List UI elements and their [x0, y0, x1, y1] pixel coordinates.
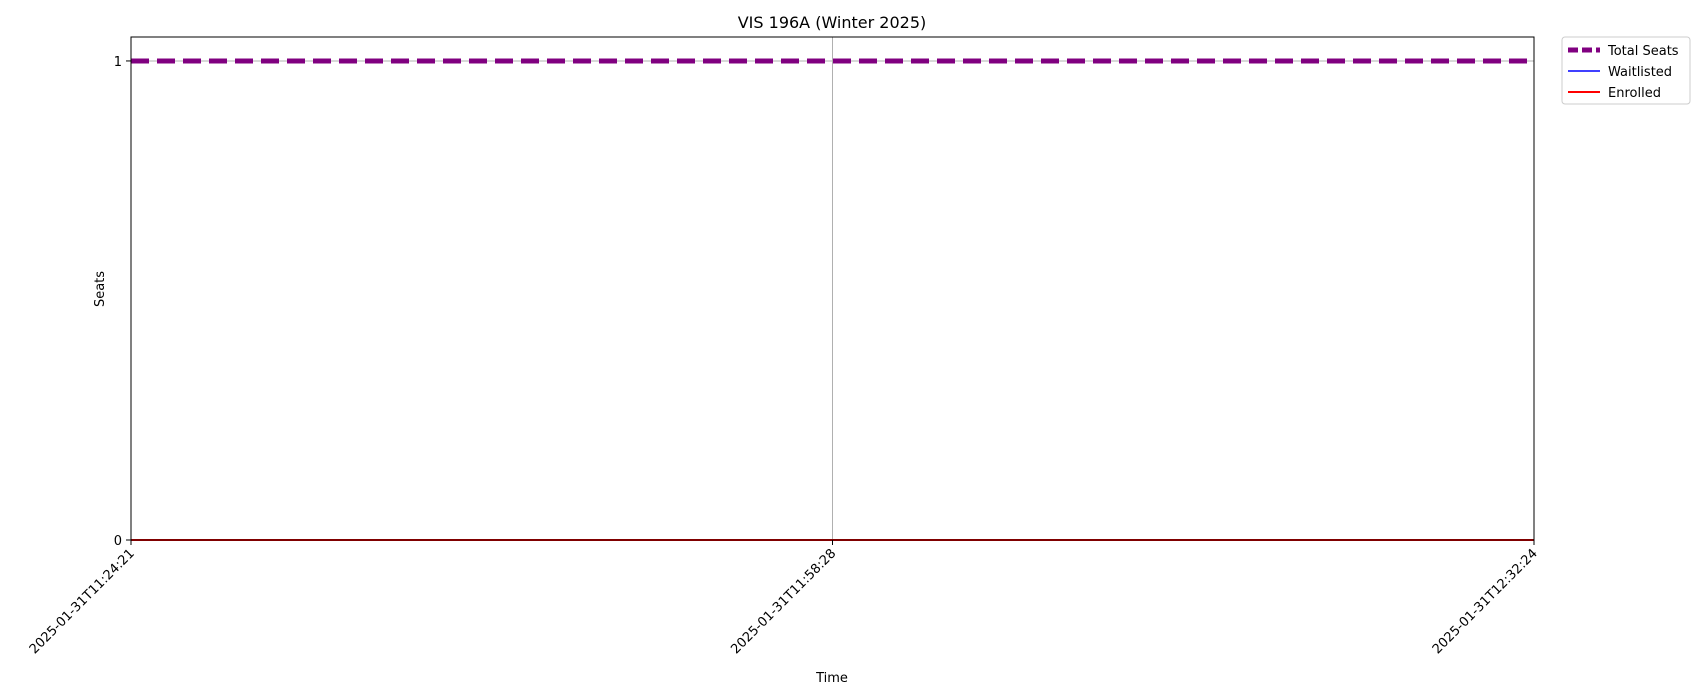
- x-axis-ticks: 2025-01-31T11:24:21 2025-01-31T11:58:28 20…: [27, 540, 1541, 657]
- y-tick-label: 0: [114, 534, 122, 549]
- y-axis-label: Seats: [93, 271, 108, 307]
- x-axis-label: Time: [815, 671, 848, 686]
- legend-label: Total Seats: [1607, 44, 1679, 59]
- legend: Total Seats Waitlisted Enrolled: [1561, 36, 1691, 105]
- y-axis-ticks: 01: [114, 55, 131, 549]
- legend-frame: [1561, 36, 1691, 105]
- x-tick-label: 2025-01-31T11:58:28: [728, 546, 839, 657]
- x-tick-label: 2025-01-31T11:24:21: [27, 546, 138, 657]
- x-tick-label: 2025-01-31T12:32:24: [1430, 546, 1541, 657]
- legend-label: Enrolled: [1608, 86, 1661, 101]
- y-tick-label: 1: [114, 55, 122, 70]
- legend-label: Waitlisted: [1608, 65, 1672, 80]
- grid-layer: [130, 37, 1535, 541]
- chart-title: VIS 196A (Winter 2025): [738, 13, 927, 32]
